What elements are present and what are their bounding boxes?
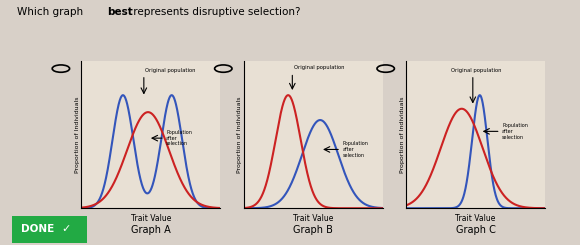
X-axis label: Trait Value: Trait Value <box>130 214 171 223</box>
Text: ✓: ✓ <box>61 224 71 234</box>
Text: Which graph: Which graph <box>17 7 87 17</box>
Y-axis label: Proportion of Individuals: Proportion of Individuals <box>400 97 405 173</box>
Text: DONE: DONE <box>21 224 55 234</box>
Text: Population
after
selection: Population after selection <box>502 123 528 140</box>
Text: Graph A: Graph A <box>131 225 171 235</box>
Text: best: best <box>107 7 133 17</box>
Text: Original population: Original population <box>451 68 501 73</box>
Y-axis label: Proportion of Individuals: Proportion of Individuals <box>75 97 80 173</box>
Text: represents disruptive selection?: represents disruptive selection? <box>130 7 301 17</box>
X-axis label: Trait Value: Trait Value <box>293 214 333 223</box>
X-axis label: Trait Value: Trait Value <box>455 214 496 223</box>
Text: Original population: Original population <box>293 65 344 70</box>
Text: Population
after
selection: Population after selection <box>342 141 368 158</box>
Text: Graph B: Graph B <box>293 225 333 235</box>
Y-axis label: Proportion of Individuals: Proportion of Individuals <box>237 97 242 173</box>
Text: Original population: Original population <box>145 68 195 73</box>
Text: Population
after
selection: Population after selection <box>166 130 192 147</box>
Text: Graph C: Graph C <box>456 225 495 235</box>
